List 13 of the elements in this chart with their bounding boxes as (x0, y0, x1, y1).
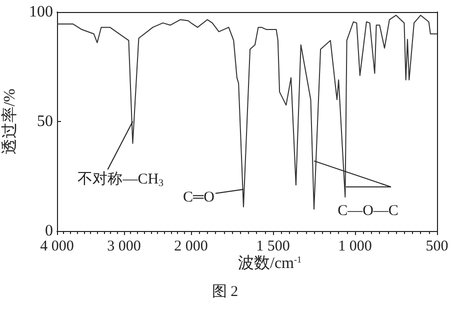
x-tick-label: 3 000 (107, 238, 141, 254)
annotation: C—O—C (338, 202, 398, 219)
annotation: C═O (183, 189, 215, 206)
y-tick-label: 50 (37, 113, 53, 130)
x-tick-label: 2 000 (174, 238, 208, 254)
y-tick-label: 100 (29, 4, 53, 20)
caption: 图 2 (212, 284, 238, 300)
x-tick-label: 1 000 (338, 238, 372, 254)
y-tick-label: 0 (45, 222, 53, 240)
y-axis-title: 透过率/% (0, 88, 19, 154)
x-tick-label: 1 500 (256, 238, 290, 254)
x-tick-label: 4 000 (40, 238, 74, 254)
x-tick-label: 500 (426, 238, 448, 254)
